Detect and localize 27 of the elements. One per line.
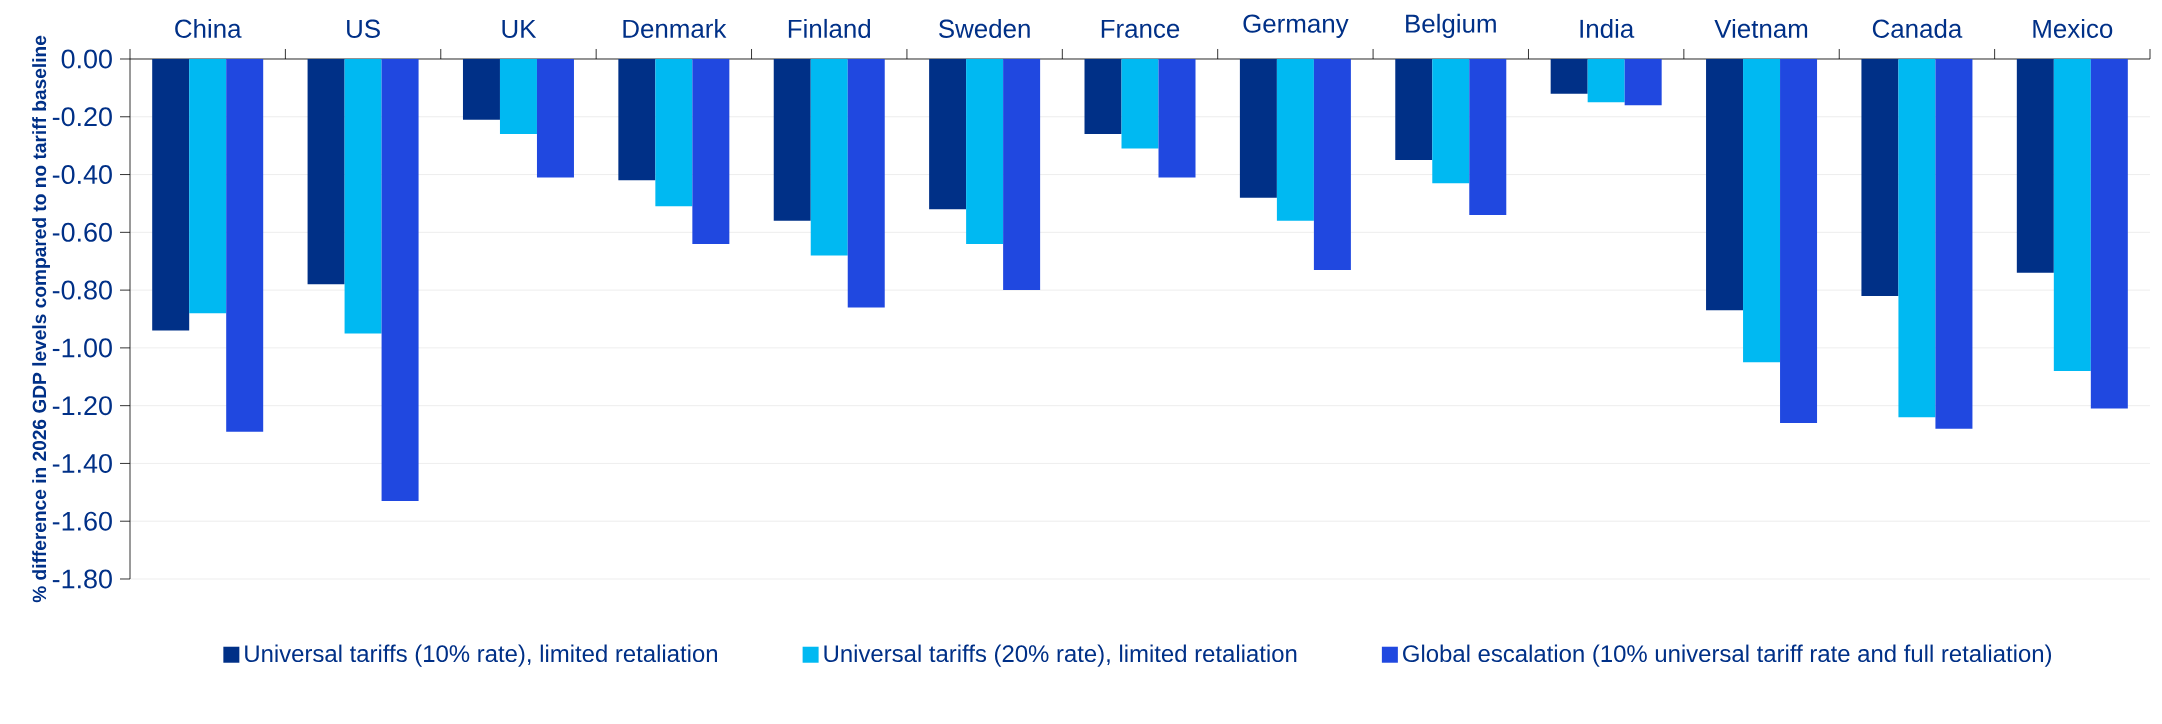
x-tick-label: Canada <box>1872 18 1963 38</box>
x-tick-label: France <box>1101 19 1180 38</box>
y-tick-label: -0.20 <box>52 107 112 127</box>
legend-label: Universal tariffs (10% rate), limited retaliation <box>245 644 718 667</box>
x-tick-label: Finland <box>788 18 871 38</box>
x-tick-label: Sweden <box>939 18 1030 38</box>
x-tick-label: India <box>1580 18 1635 38</box>
x-tick-label: Germany <box>1243 14 1349 38</box>
y-tick-label: -1.40 <box>52 453 112 473</box>
y-tick-label: -0.60 <box>52 222 112 242</box>
x-tick-label: Vietnam <box>1714 18 1808 38</box>
x-tick-label: US <box>347 19 380 38</box>
legend-label: Universal tariffs (20% rate), limited retaliation <box>824 644 1297 667</box>
y-tick-label: -0.80 <box>52 280 112 300</box>
y-tick-label: -1.80 <box>52 569 112 589</box>
legend-label: Global escalation (10% universal tariff rate and full retaliation) <box>1403 644 2052 667</box>
y-tick-label: -1.60 <box>52 511 112 531</box>
x-tick-label: Mexico <box>2033 18 2113 38</box>
x-tick-label: Denmark <box>623 18 727 38</box>
y-tick-label: -0.40 <box>52 165 112 185</box>
x-tick-label: China <box>175 18 242 38</box>
x-tick-label: Belgium <box>1406 13 1496 38</box>
y-tick-label: -1.00 <box>52 338 112 358</box>
x-tick-label: UK <box>502 19 537 38</box>
y-axis-title: % difference in 2026 GDP levels compared to no tariff baseline <box>32 35 50 603</box>
y-tick-label: -1.20 <box>52 396 112 416</box>
y-tick-label: 0.00 <box>61 49 112 69</box>
